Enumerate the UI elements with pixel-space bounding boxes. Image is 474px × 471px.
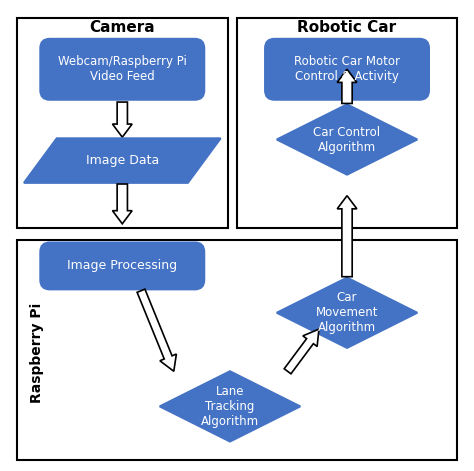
Text: Robotic Car: Robotic Car [298,20,397,35]
Text: Camera: Camera [90,20,155,35]
Text: Raspberry Pi: Raspberry Pi [30,302,44,403]
Polygon shape [284,329,319,374]
Polygon shape [337,196,357,276]
Polygon shape [277,277,417,348]
FancyBboxPatch shape [40,39,204,100]
Polygon shape [137,289,176,371]
Polygon shape [337,69,357,104]
Polygon shape [112,184,132,224]
Text: Lane
Tracking
Algorithm: Lane Tracking Algorithm [201,385,259,428]
Polygon shape [160,371,300,441]
Text: Robotic Car Motor
Control & Activity: Robotic Car Motor Control & Activity [294,55,400,83]
Bar [237,18,457,228]
Polygon shape [112,102,132,137]
Text: Webcam/Raspberry Pi
Video Feed: Webcam/Raspberry Pi Video Feed [58,55,187,83]
Bar [17,18,228,228]
Bar [17,240,457,460]
Text: Image Processing: Image Processing [67,260,177,272]
Polygon shape [24,138,220,183]
FancyBboxPatch shape [265,39,429,100]
Polygon shape [277,105,417,175]
Text: Car
Movement
Algorithm: Car Movement Algorithm [316,291,378,334]
Text: Image Data: Image Data [86,154,159,167]
Text: Car Control
Algorithm: Car Control Algorithm [313,125,381,154]
FancyBboxPatch shape [40,243,204,289]
